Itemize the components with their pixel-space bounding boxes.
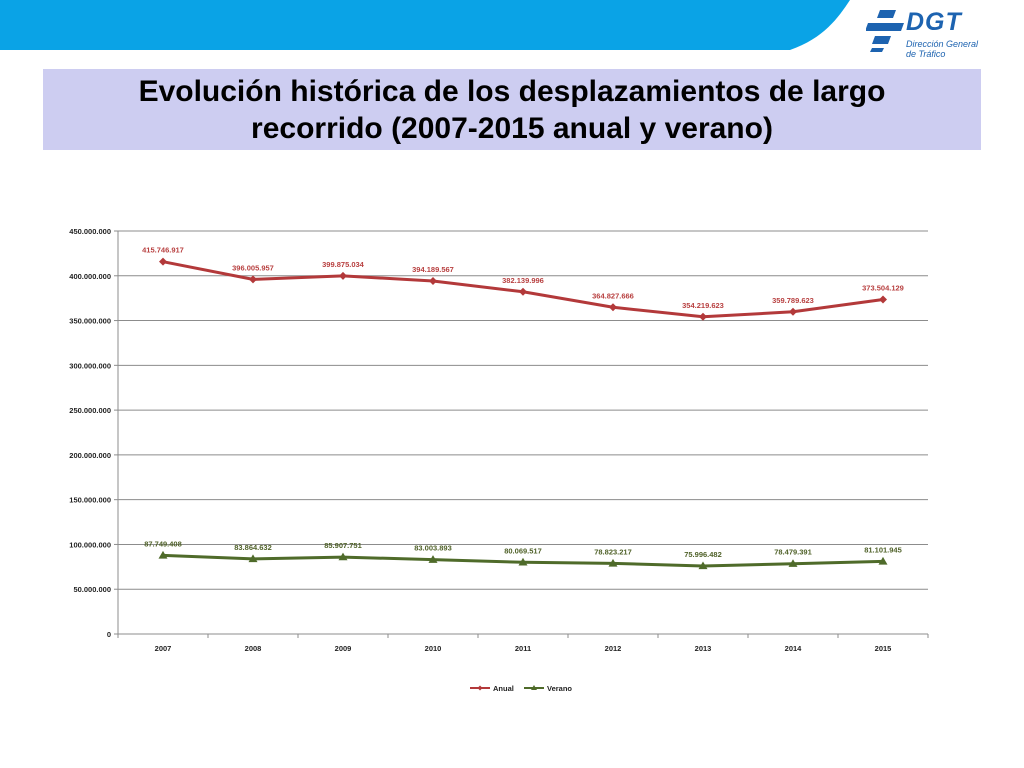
y-tick-label-0: 0 <box>107 630 111 639</box>
logo-subtitle: Dirección General de Tráfico <box>906 39 986 59</box>
point-anual-2007 <box>159 257 167 266</box>
y-tick-label-3: 150.000.000 <box>69 496 111 505</box>
y-tick-label-2: 100.000.000 <box>69 540 111 549</box>
data-label-verano-2008: 83.864.632 <box>234 543 272 552</box>
x-tick-label-2007: 2007 <box>155 644 172 653</box>
point-anual-2008 <box>249 275 257 284</box>
legend-marker-verano <box>531 685 537 690</box>
x-tick-label-2008: 2008 <box>245 644 262 653</box>
legend-marker-anual <box>477 685 483 691</box>
y-tick-label-1: 50.000.000 <box>73 585 111 594</box>
data-label-anual-2009: 399.875.034 <box>322 260 365 269</box>
legend: Anual Verano <box>470 684 572 693</box>
data-label-verano-2014: 78.479.391 <box>774 548 812 557</box>
slide-title: Evolución histórica de los desplazamient… <box>72 73 952 147</box>
x-tick-label-2014: 2014 <box>785 644 803 653</box>
slide-title-box: Evolución histórica de los desplazamient… <box>43 69 981 150</box>
point-verano-2013 <box>698 561 708 570</box>
point-verano-2007 <box>158 550 168 559</box>
legend-label-verano: Verano <box>547 684 572 693</box>
y-tick-label-4: 200.000.000 <box>69 451 111 460</box>
y-tick-label-5: 250.000.000 <box>69 406 111 415</box>
data-label-anual-2012: 364.827.666 <box>592 291 634 300</box>
dgt-cross-icon <box>866 10 904 52</box>
line-chart: 0 50.000.000 100.000.000 150.000.000 200.000… <box>69 227 929 693</box>
data-label-verano-2015: 81.101.945 <box>864 545 902 554</box>
point-anual-2009 <box>339 271 347 280</box>
slide-title-line-2: recorrido (2007-2015 anual y verano) <box>251 111 773 145</box>
logo-brand-text: DGT <box>906 8 962 36</box>
data-label-anual-2007: 415.746.917 <box>142 246 184 255</box>
point-verano-2010 <box>428 555 438 563</box>
point-anual-2011 <box>519 287 527 296</box>
y-tick-label-9: 450.000.000 <box>69 227 111 236</box>
grid-layer <box>118 230 928 590</box>
dgt-logo: DGT Dirección General de Tráfico <box>866 6 1016 62</box>
data-label-verano-2010: 83.003.893 <box>414 544 452 553</box>
x-tick-label-2010: 2010 <box>425 644 442 653</box>
y-tick-label-7: 350.000.000 <box>69 317 111 326</box>
data-label-anual-2011: 382.139.996 <box>502 276 544 285</box>
point-verano-2012 <box>608 558 618 567</box>
y-tick-label-6: 300.000.000 <box>69 361 111 370</box>
point-anual-2010 <box>429 276 437 285</box>
series-layer <box>158 257 888 570</box>
data-label-verano-2013: 75.996.482 <box>684 550 722 559</box>
logo-subtitle-line-2: de Tráfico <box>906 49 946 59</box>
point-anual-2012 <box>609 303 617 312</box>
point-anual-2013 <box>699 312 707 321</box>
axis-layer: 0 50.000.000 100.000.000 150.000.000 200.000… <box>69 227 929 653</box>
x-tick-label-2012: 2012 <box>605 644 622 653</box>
data-label-anual-2013: 354.219.623 <box>682 301 724 310</box>
point-verano-2009 <box>338 552 348 561</box>
slide-title-line-1: Evolución histórica de los desplazamient… <box>138 74 886 108</box>
point-verano-2008 <box>248 554 258 563</box>
x-tick-label-2013: 2013 <box>695 644 712 653</box>
data-label-anual-2015: 373.504.129 <box>862 284 904 293</box>
data-label-verano-2009: 85.907.751 <box>324 541 362 550</box>
header-band-shape <box>0 0 850 50</box>
data-label-anual-2010: 394.189.567 <box>412 265 454 274</box>
x-tick-label-2015: 2015 <box>875 644 892 653</box>
data-label-verano-2007: 87.749.408 <box>144 539 182 548</box>
point-verano-2014 <box>788 559 798 567</box>
legend-label-anual: Anual <box>493 684 514 693</box>
x-tick-label-2011: 2011 <box>515 644 531 653</box>
point-verano-2011 <box>518 557 528 566</box>
data-label-anual-2008: 396.005.957 <box>232 263 274 272</box>
data-label-verano-2011: 80.069.517 <box>504 546 542 555</box>
data-label-anual-2014: 359.789.623 <box>772 296 814 305</box>
logo-subtitle-line-1: Dirección General <box>906 39 979 49</box>
x-tick-label-2009: 2009 <box>335 644 352 653</box>
point-anual-2015 <box>879 295 887 304</box>
y-tick-label-8: 400.000.000 <box>69 272 111 281</box>
data-label-verano-2012: 78.823.217 <box>594 547 632 556</box>
point-verano-2015 <box>878 556 888 565</box>
point-anual-2014 <box>789 307 797 316</box>
top-header-band <box>0 0 850 50</box>
data-label-layer: 415.746.917 396.005.957 399.875.034 394.189… <box>142 246 904 559</box>
